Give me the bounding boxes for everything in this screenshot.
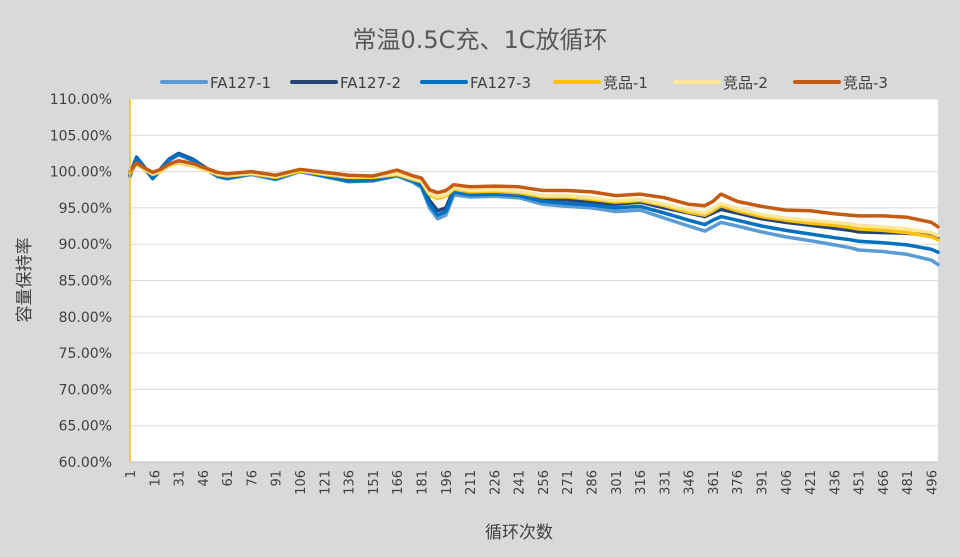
x-tick-label: 421 — [804, 470, 819, 495]
x-tick-label: 136 — [343, 470, 358, 495]
y-tick-label: 60.00% — [59, 455, 112, 471]
x-tick-label: 301 — [610, 470, 625, 495]
legend-label: FA127-2 — [340, 74, 401, 92]
x-tick-label: 121 — [318, 470, 333, 495]
x-tick-label: 376 — [731, 470, 746, 495]
y-tick-label: 70.00% — [59, 382, 112, 398]
gridlines — [130, 98, 938, 427]
series-lines — [128, 151, 940, 267]
x-tick-label: 91 — [270, 470, 285, 487]
x-axis-ticks: 1 16 31 46 61 76 91 106 121 136 151 166 181 196 211 226… — [124, 470, 941, 495]
x-axis-label: 循环次数 — [485, 523, 553, 543]
legend: FA127-1 FA127-2 FA127-3 竞品-1 竞品-2 竞品-3 — [160, 74, 888, 92]
y-axis-label: 容量保持率 — [15, 238, 35, 323]
x-tick-label: 256 — [537, 470, 552, 495]
x-tick-label: 451 — [853, 470, 868, 495]
x-tick-label: 391 — [756, 470, 771, 495]
x-tick-label: 76 — [245, 470, 260, 487]
y-tick-label: 105.00% — [50, 128, 112, 144]
x-tick-label: 46 — [197, 470, 212, 487]
y-tick-label: 80.00% — [59, 310, 112, 326]
x-tick-label: 361 — [707, 470, 722, 495]
x-tick-label: 271 — [561, 470, 576, 495]
x-tick-label: 211 — [464, 470, 479, 495]
chart-title: 常温0.5C充、1C放循环 — [353, 26, 608, 54]
y-axis-ticks: 110.00% 105.00% 100.00% 95.00% 90.00% 85.00% 8… — [50, 92, 112, 471]
y-tick-label: 75.00% — [59, 346, 112, 362]
x-tick-label: 436 — [828, 470, 843, 495]
x-tick-label: 166 — [391, 470, 406, 495]
x-tick-label: 106 — [294, 470, 309, 495]
y-tick-label: 110.00% — [50, 92, 112, 108]
series-line-6 — [128, 158, 940, 229]
x-tick-label: 481 — [901, 470, 916, 495]
x-tick-label: 241 — [513, 470, 528, 495]
x-tick-label: 286 — [585, 470, 600, 495]
y-tick-label: 85.00% — [59, 274, 112, 290]
x-tick-label: 496 — [926, 470, 941, 495]
x-tick-label: 331 — [658, 470, 673, 495]
x-tick-label: 406 — [780, 470, 795, 495]
legend-label: 竞品-1 — [603, 74, 648, 92]
x-tick-label: 316 — [634, 470, 649, 495]
y-tick-label: 65.00% — [59, 419, 112, 435]
x-tick-label: 16 — [148, 470, 163, 487]
legend-label: FA127-1 — [210, 74, 271, 92]
x-tick-label: 1 — [124, 470, 139, 478]
x-tick-label: 226 — [488, 470, 503, 495]
x-tick-label: 181 — [415, 470, 430, 495]
y-tick-label: 95.00% — [59, 201, 112, 217]
x-tick-label: 346 — [683, 470, 698, 495]
x-tick-label: 196 — [440, 470, 455, 495]
x-tick-label: 151 — [367, 470, 382, 495]
x-tick-label: 31 — [173, 470, 188, 487]
y-tick-label: 90.00% — [59, 237, 112, 253]
legend-label: 竞品-3 — [843, 74, 888, 92]
x-tick-label: 466 — [877, 470, 892, 495]
x-tick-label: 61 — [221, 470, 236, 487]
legend-label: FA127-3 — [470, 74, 531, 92]
y-tick-label: 100.00% — [50, 165, 112, 181]
legend-label: 竞品-2 — [723, 74, 768, 92]
